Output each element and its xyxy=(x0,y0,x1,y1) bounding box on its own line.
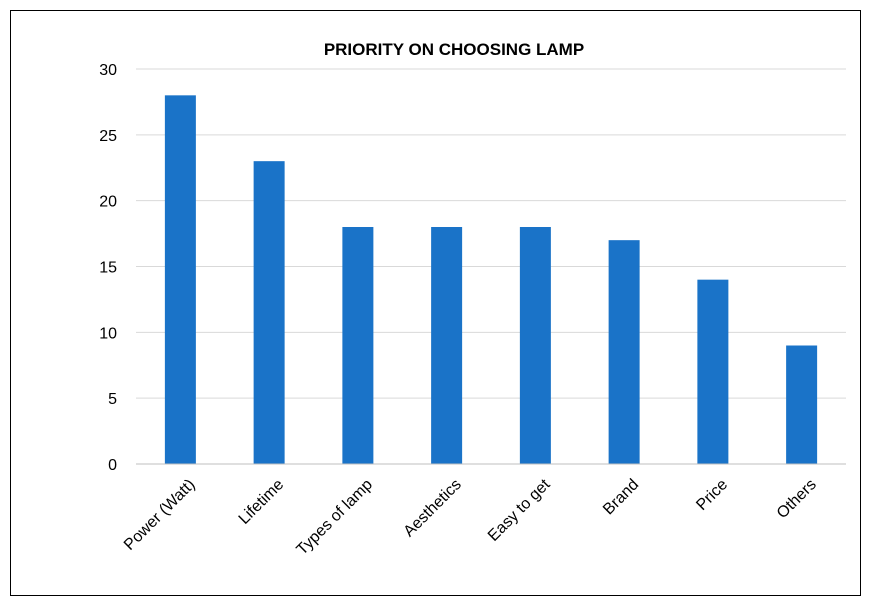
bar-price xyxy=(697,279,729,464)
y-tick-label: 20 xyxy=(99,194,117,211)
bars xyxy=(164,95,818,464)
x-axis-categories: Power (Watt) Lifetime Types of lamp Aesthet… xyxy=(121,476,820,559)
y-tick-label: 25 xyxy=(99,128,117,145)
x-category-label: Lifetime xyxy=(236,476,288,528)
x-category-label: Easy to get xyxy=(485,476,554,545)
y-tick-label: 15 xyxy=(99,260,117,277)
x-category-label: Types of lamp xyxy=(294,476,377,559)
x-category-label: Price xyxy=(693,476,731,514)
bar-brand xyxy=(608,240,640,464)
bar-lifetime xyxy=(253,161,285,464)
x-category-label: Aesthetics xyxy=(401,476,465,540)
bar-types-of-lamp xyxy=(342,227,374,464)
y-tick-label: 5 xyxy=(108,391,117,408)
gridlines xyxy=(136,68,846,399)
x-category-label: Power (Watt) xyxy=(121,476,199,554)
bar-others xyxy=(786,345,818,464)
chart-title: PRIORITY ON CHOOSING LAMP xyxy=(324,40,584,59)
x-category-label: Brand xyxy=(600,476,642,518)
y-tick-label: 0 xyxy=(108,457,117,474)
bar-power-watt xyxy=(164,95,196,464)
x-category-label: Others xyxy=(774,476,820,522)
y-axis-ticks: 0 5 10 15 20 25 30 xyxy=(99,62,117,474)
bar-easy-to-get xyxy=(519,227,551,464)
y-tick-label: 10 xyxy=(99,325,117,342)
y-tick-label: 30 xyxy=(99,62,117,79)
bar-aesthetics xyxy=(431,227,463,464)
